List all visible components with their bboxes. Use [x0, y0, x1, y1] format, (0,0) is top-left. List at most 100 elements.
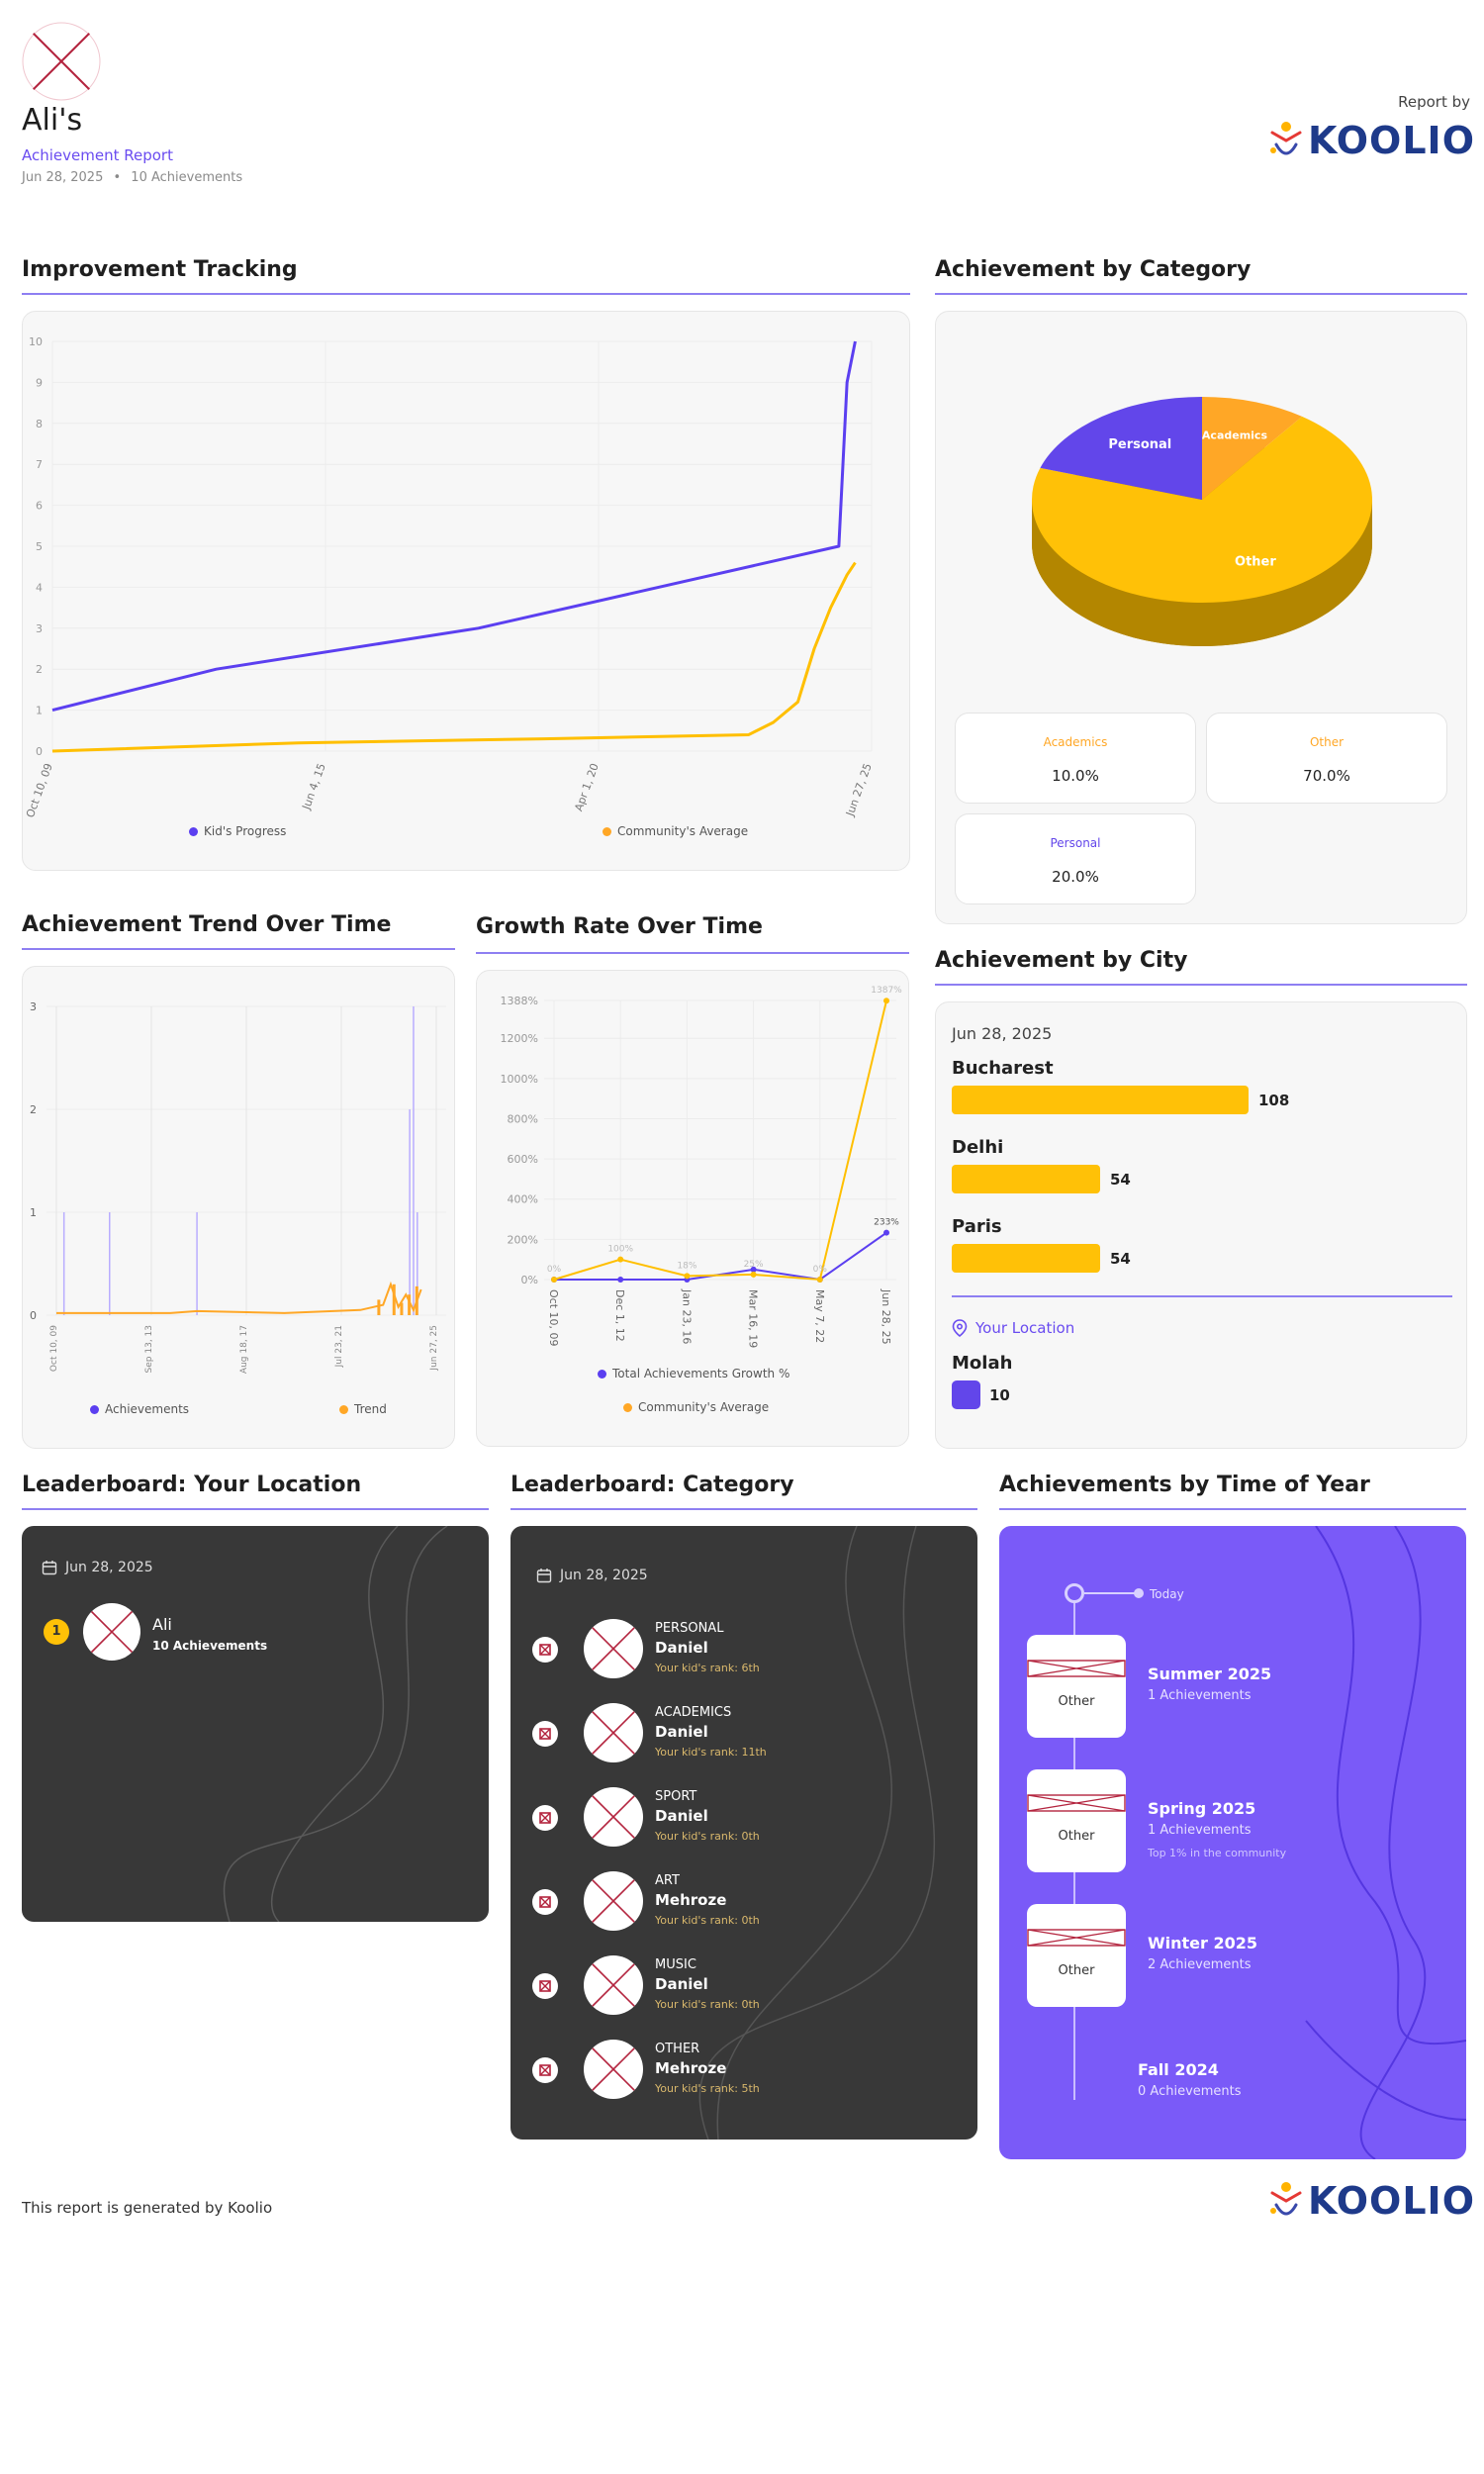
- location-pin-icon: [952, 1319, 968, 1337]
- rank-badge: [532, 2057, 558, 2083]
- city-card: Jun 28, 2025 Bucharest 108 Delhi 54 Pari…: [935, 1001, 1467, 1449]
- x-tick-label: Jun 28, 25: [880, 1288, 892, 1345]
- lb-category-row: PERSONAL Daniel Your kid's rank: 6th: [532, 1615, 968, 1684]
- lb-location-avatar: [83, 1603, 140, 1661]
- city-name-0: Bucharest: [952, 1058, 1054, 1079]
- city-bar-1: [952, 1165, 1100, 1193]
- stat-label: Personal: [1050, 836, 1101, 850]
- rank-badge: [532, 1805, 558, 1831]
- broken-image-icon: [539, 2064, 551, 2076]
- footer-brand-name: KOOLIO: [1308, 2179, 1476, 2223]
- x-tick-label: Oct 10, 09: [24, 762, 55, 819]
- trend-chart-card: 0 1 2 3 Oct 10, 09 Sep 13, 13 Aug 18, 17 Jul 23…: [22, 966, 455, 1449]
- placeholder-image-icon: [589, 1792, 638, 1842]
- y-tick-label: 2: [36, 663, 43, 676]
- brand-name: KOOLIO: [1308, 119, 1476, 162]
- trend-title: Achievement Trend Over Time: [22, 912, 392, 937]
- report-subtitle: Achievement Report: [22, 146, 173, 164]
- season-count: 1 Achievements: [1148, 1688, 1252, 1703]
- lb-category-leader: Daniel: [655, 1807, 708, 1825]
- y-tick-label: 0: [30, 1309, 37, 1322]
- lb-category-row: MUSIC Daniel Your kid's rank: 0th: [532, 1951, 968, 2021]
- lb-category-row: SPORT Daniel Your kid's rank: 0th: [532, 1783, 968, 1853]
- broken-image-icon: [539, 1812, 551, 1824]
- data-label: 25%: [744, 1260, 764, 1270]
- city-value-1: 54: [1110, 1171, 1131, 1189]
- report-achievement-count: 10 Achievements: [131, 170, 243, 185]
- broken-image-icon: [539, 1728, 551, 1740]
- avatar: [22, 22, 101, 101]
- data-point: [750, 1266, 757, 1273]
- calendar-icon: [42, 1561, 57, 1575]
- trend-line: [56, 1281, 422, 1314]
- lb-category-row: ART Mehroze Your kid's rank: 0th: [532, 1867, 968, 1937]
- time-of-year-title: Achievements by Time of Year: [999, 1473, 1370, 1497]
- season-card-label: Other: [1058, 1694, 1095, 1709]
- data-point: [617, 1277, 624, 1283]
- x-tick-label: Mar 16, 19: [747, 1289, 760, 1348]
- placeholder-image-icon: [589, 2045, 638, 2094]
- lb-category-kid-rank: Your kid's rank: 6th: [655, 1662, 760, 1674]
- lb-category-kid-rank: Your kid's rank: 0th: [655, 1998, 760, 2011]
- growth-title: Growth Rate Over Time: [476, 914, 763, 939]
- growth-legend-average: Community's Average: [623, 1400, 769, 1414]
- y-tick-label: 1200%: [501, 1032, 538, 1045]
- lb-category-leader: Mehroze: [655, 1891, 727, 1909]
- season-name: Fall 2024: [1138, 2060, 1219, 2079]
- data-label: 0%: [547, 1265, 562, 1275]
- season-card-label: Other: [1058, 1829, 1095, 1844]
- y-tick-label: 1: [36, 705, 43, 717]
- lb-category-leader: Mehroze: [655, 2059, 727, 2077]
- city-date: Jun 28, 2025: [952, 1024, 1053, 1043]
- lb-category-card: Jun 28, 2025 PERSONAL Daniel Your kid's ra…: [510, 1526, 977, 2140]
- time-of-year-card: Today Other Summer 2025 1 Achievements Othe…: [999, 1526, 1466, 2159]
- footer-logo: KOOLIO: [1268, 2177, 1474, 2225]
- report-owner-name: Ali's: [22, 103, 83, 138]
- improvement-title: Improvement Tracking: [22, 257, 298, 282]
- placeholder-image-icon: [88, 1608, 136, 1656]
- data-point: [617, 1256, 624, 1263]
- timeline-today-label: Today: [1150, 1587, 1184, 1601]
- data-point: [750, 1271, 757, 1278]
- broken-image-icon: [1027, 1660, 1126, 1677]
- category-stat-personal: Personal 20.0%: [955, 813, 1196, 904]
- lb-category-row: ACADEMICS Daniel Your kid's rank: 11th: [532, 1699, 968, 1768]
- trend-legend-trend: Trend: [339, 1402, 387, 1416]
- pie-slice: [1040, 397, 1202, 500]
- lb-category-avatar: [584, 1871, 643, 1931]
- broken-image-icon: [1027, 1794, 1126, 1812]
- season-category-card: Other: [1027, 1769, 1126, 1872]
- series-line: [51, 561, 857, 753]
- lb-category-label: OTHER: [655, 2042, 700, 2056]
- city-name-2: Paris: [952, 1216, 1002, 1237]
- lb-category-date: Jun 28, 2025: [560, 1568, 648, 1583]
- y-tick-label: 0: [36, 745, 43, 758]
- your-location-bar: [952, 1380, 980, 1409]
- city-title: Achievement by City: [935, 948, 1188, 973]
- lb-category-label: ACADEMICS: [655, 1705, 732, 1720]
- pie-slice: [1202, 397, 1303, 500]
- series-line: [51, 340, 857, 713]
- lb-category-label: PERSONAL: [655, 1621, 724, 1636]
- y-tick-label: 10: [29, 335, 43, 348]
- brand-logo: KOOLIO: [1268, 117, 1474, 164]
- season-name: Spring 2025: [1148, 1799, 1256, 1818]
- growth-divider: [476, 952, 909, 954]
- y-tick-label: 9: [36, 376, 43, 389]
- pie-slice-label: Other: [1235, 555, 1276, 570]
- x-tick-label: Jun 4, 15: [300, 762, 328, 812]
- stat-value: 10.0%: [1052, 767, 1099, 785]
- lb-location-detail: 10 Achievements: [152, 1639, 268, 1653]
- y-tick-label: 4: [36, 581, 43, 594]
- y-tick-label: 5: [36, 540, 43, 553]
- x-tick-label: Oct 10, 09: [49, 1325, 59, 1372]
- data-point: [816, 1277, 823, 1283]
- lb-category-avatar: [584, 1955, 643, 2015]
- lb-location-date: Jun 28, 2025: [65, 1560, 153, 1575]
- growth-chart: 0% 200% 400% 600% 800% 1000% 1200% 1388% Oct 10,…: [501, 986, 903, 1348]
- your-location-name: Molah: [952, 1353, 1013, 1374]
- lb-category-leader: Daniel: [655, 1723, 708, 1741]
- y-tick-label: 1000%: [501, 1073, 538, 1086]
- category-stat-academics: Academics 10.0%: [955, 713, 1196, 804]
- city-bar-0: [952, 1086, 1249, 1114]
